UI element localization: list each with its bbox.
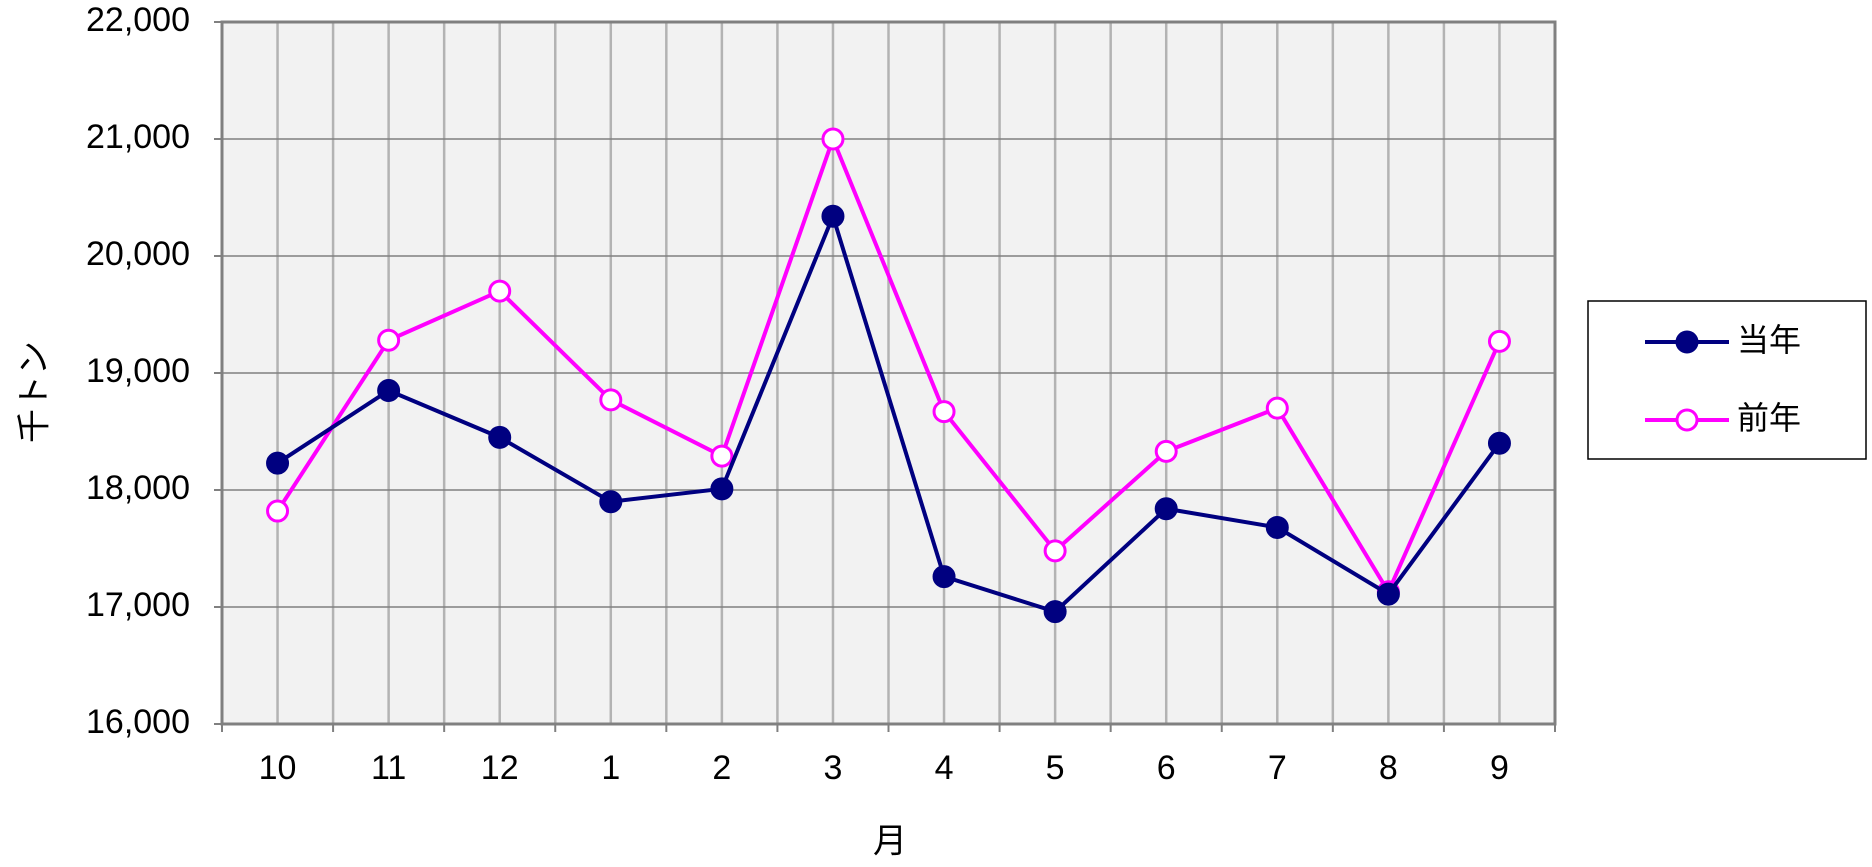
y-tick-label: 21,000 (86, 118, 190, 156)
series-line-previous (275, 133, 1502, 597)
data-point-previous (488, 279, 512, 303)
y-tick-label: 19,000 (86, 352, 190, 390)
y-tick-label: 18,000 (86, 469, 190, 507)
x-tick-label: 8 (1379, 749, 1398, 787)
data-point-current (266, 451, 290, 475)
y-axis-title: 千トン (15, 341, 55, 443)
data-point-current (1487, 431, 1511, 455)
data-point-current (377, 379, 401, 403)
y-tick-label: 20,000 (86, 235, 190, 273)
plot-area (220, 20, 1557, 726)
series-layer (266, 127, 1511, 624)
data-point-previous (266, 499, 290, 523)
x-axis: 10 11 12 1 2 3 4 5 6 7 8 9 (221, 724, 1556, 787)
x-tick-label: 5 (1046, 749, 1065, 787)
data-point-previous (1265, 396, 1289, 420)
x-tick-label: 10 (259, 749, 297, 787)
x-tick-label: 7 (1268, 749, 1287, 787)
data-point-current (1376, 582, 1400, 606)
data-point-previous (710, 444, 734, 468)
x-tick-label: 9 (1490, 749, 1509, 787)
data-point-current (488, 425, 512, 449)
x-tick-label: 2 (712, 749, 731, 787)
data-point-previous (821, 127, 845, 151)
data-point-previous (599, 388, 623, 412)
x-tick-label: 4 (935, 749, 954, 787)
x-tick-label: 6 (1157, 749, 1176, 787)
x-tick-label: 3 (823, 749, 842, 787)
y-tick-label: 16,000 (86, 703, 190, 741)
x-axis-title: 月 (873, 822, 907, 862)
y-tick-label: 17,000 (86, 586, 190, 624)
legend-marker-current (1675, 330, 1699, 354)
series-line-current (276, 210, 1502, 614)
data-point-previous (377, 328, 401, 352)
legend-marker-previous (1675, 408, 1699, 432)
data-point-previous (1487, 329, 1511, 353)
legend: 当年 前年 (1587, 300, 1867, 460)
data-point-previous (1043, 539, 1067, 563)
data-point-current (932, 565, 956, 589)
legend-box (1587, 300, 1867, 460)
y-tick-label: 22,000 (86, 1, 190, 39)
data-point-current (1043, 600, 1067, 624)
data-point-current (599, 490, 623, 514)
data-point-current (821, 204, 845, 228)
data-point-current (710, 477, 734, 501)
y-axis: 16,000 17,000 18,000 19,000 20,000 21,000 22,0… (86, 1, 222, 741)
x-tick-label: 11 (371, 749, 406, 787)
data-point-previous (1154, 439, 1178, 463)
x-tick-label: 12 (481, 749, 519, 787)
legend-label-previous: 前年 (1737, 399, 1801, 437)
data-point-current (1265, 515, 1289, 539)
data-point-previous (932, 400, 956, 424)
data-point-current (1154, 497, 1178, 521)
legend-label-current: 当年 (1737, 321, 1801, 359)
x-tick-label: 1 (601, 749, 620, 787)
